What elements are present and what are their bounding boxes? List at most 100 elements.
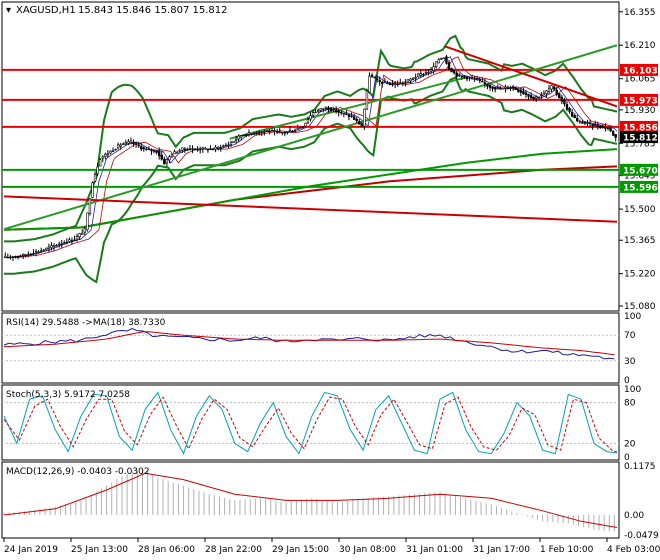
trend-down-line bbox=[3, 195, 618, 223]
candle-body bbox=[440, 58, 443, 60]
candle-body bbox=[442, 57, 446, 59]
candle-body bbox=[255, 132, 258, 135]
candle-body bbox=[468, 77, 471, 79]
time-tick-label: 31 Jan 01:00 bbox=[406, 545, 463, 555]
time-tick-label: 4 Feb 03:00 bbox=[607, 545, 660, 555]
candle-body bbox=[309, 115, 312, 120]
candle-body bbox=[52, 245, 56, 247]
level-badge-support bbox=[620, 180, 658, 193]
candle-body bbox=[560, 96, 564, 102]
candle-body bbox=[422, 74, 425, 76]
candle-body bbox=[137, 144, 140, 147]
rsi-tick-label: 30 bbox=[624, 357, 636, 367]
candle-body bbox=[381, 81, 384, 84]
candle-body bbox=[450, 68, 453, 73]
macd-tick-label: 0.00 bbox=[624, 511, 644, 521]
macd-tick-label: 0.1175 bbox=[624, 462, 656, 472]
candle-body bbox=[373, 76, 376, 79]
candle-body bbox=[216, 146, 220, 149]
candle-body bbox=[199, 148, 202, 151]
candle-body bbox=[365, 90, 369, 110]
candle-body bbox=[242, 134, 246, 137]
candle-body bbox=[375, 78, 379, 80]
candle-body bbox=[65, 241, 69, 244]
candle-body bbox=[150, 149, 153, 152]
stoch-tick-label: 0 bbox=[624, 453, 630, 463]
candle-body bbox=[201, 147, 204, 150]
candle-body bbox=[570, 111, 574, 117]
candle-body bbox=[465, 76, 469, 80]
candle-body bbox=[391, 83, 394, 86]
candle-body bbox=[209, 148, 212, 151]
candle-body bbox=[27, 254, 30, 256]
symbol-dropdown-icon[interactable]: ▾ bbox=[6, 5, 11, 16]
time-tick-label: 1 Feb 10:00 bbox=[540, 545, 594, 555]
candle-body bbox=[288, 130, 292, 132]
candle-body bbox=[496, 87, 499, 89]
candle-body bbox=[247, 132, 251, 135]
candle-body bbox=[127, 141, 130, 144]
candle-body bbox=[581, 121, 584, 124]
candle-body bbox=[358, 121, 361, 125]
candle-body bbox=[186, 148, 189, 151]
candle-body bbox=[399, 82, 402, 84]
candle-body bbox=[219, 147, 222, 149]
candle-body bbox=[509, 87, 512, 89]
candle-body bbox=[337, 110, 340, 113]
candle-body bbox=[452, 70, 456, 74]
candle-body bbox=[81, 232, 84, 235]
rsi-tick-label: 70 bbox=[624, 331, 636, 341]
candle-body bbox=[240, 135, 243, 138]
candle-body bbox=[160, 154, 163, 160]
candle-body bbox=[122, 143, 125, 146]
candle-body bbox=[535, 96, 538, 99]
price-tick-label: 16.065 bbox=[624, 75, 656, 85]
candle-body bbox=[45, 247, 48, 250]
candle-body bbox=[275, 131, 279, 133]
candle-body bbox=[499, 88, 502, 90]
candle-body bbox=[555, 89, 558, 95]
candle-body bbox=[83, 228, 86, 233]
candle-body bbox=[32, 252, 35, 255]
candle-body bbox=[517, 88, 520, 92]
price-panel[interactable] bbox=[1, 1, 620, 312]
time-tick-label: 30 Jan 08:00 bbox=[339, 545, 396, 555]
candle-body bbox=[163, 158, 166, 165]
candle-body bbox=[19, 255, 22, 257]
candle-body bbox=[22, 253, 25, 256]
trend-up-line bbox=[3, 44, 618, 231]
candle-body bbox=[68, 239, 71, 242]
macd-panel[interactable] bbox=[1, 461, 620, 539]
candle-body bbox=[93, 174, 97, 182]
candle-body bbox=[606, 127, 610, 129]
candle-body bbox=[596, 125, 599, 128]
price-tick-label: 16.210 bbox=[624, 41, 656, 51]
price-tick-label: 15.080 bbox=[624, 302, 656, 312]
candle-body bbox=[427, 71, 430, 74]
candle-body bbox=[334, 110, 338, 113]
candle-body bbox=[388, 83, 392, 86]
price-tick-label: 15.365 bbox=[624, 236, 656, 246]
rsi-panel[interactable] bbox=[1, 312, 620, 384]
candle-body bbox=[47, 246, 51, 249]
candle-body bbox=[316, 109, 320, 112]
candle-body bbox=[524, 92, 528, 95]
candle-body bbox=[378, 80, 381, 83]
candle-body bbox=[119, 144, 122, 147]
stoch-panel[interactable] bbox=[1, 384, 620, 461]
candle-body bbox=[511, 86, 515, 89]
candle-body bbox=[342, 112, 346, 115]
candle-body bbox=[552, 86, 556, 90]
candle-body bbox=[604, 126, 607, 129]
candle-body bbox=[529, 95, 533, 99]
time-tick-label: 29 Jan 15:00 bbox=[272, 545, 329, 555]
candle-body bbox=[542, 92, 546, 96]
candle-body bbox=[414, 76, 417, 79]
candle-body bbox=[304, 122, 307, 127]
candle-body bbox=[222, 145, 225, 148]
candle-body bbox=[57, 243, 61, 246]
candle-body bbox=[252, 133, 256, 135]
candle-body bbox=[411, 78, 415, 80]
candle-body bbox=[237, 135, 240, 140]
